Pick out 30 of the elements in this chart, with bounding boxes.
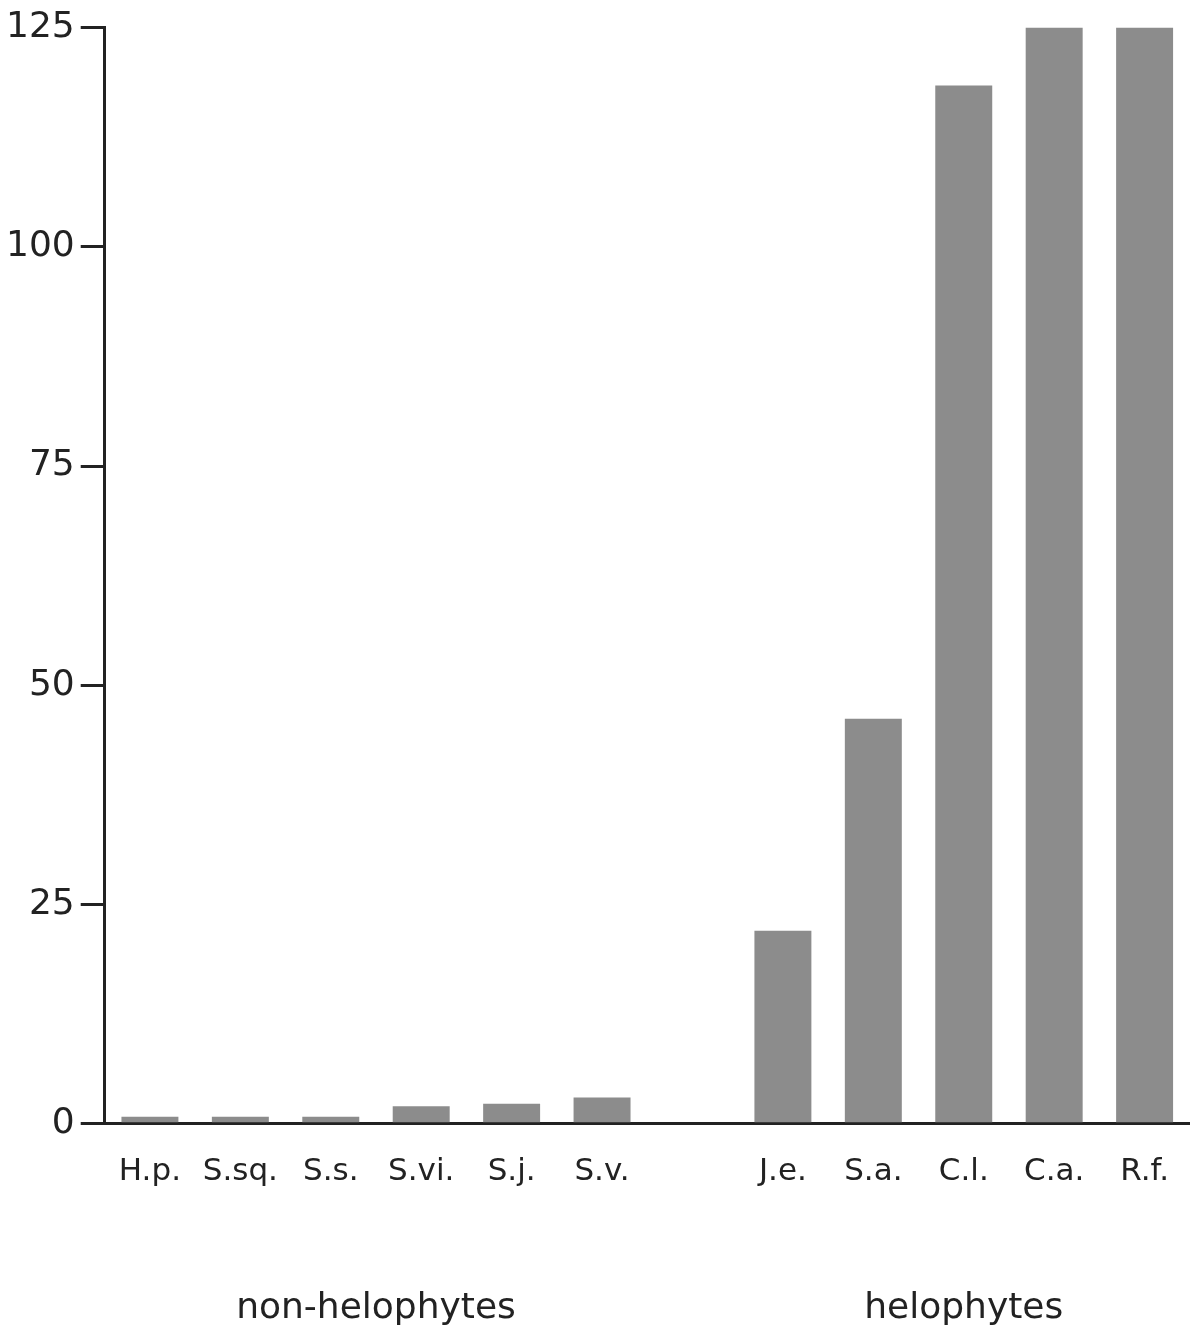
bar bbox=[573, 1097, 631, 1123]
bar bbox=[121, 1116, 179, 1123]
x-tick-label: R.f. bbox=[1120, 1151, 1170, 1188]
x-tick-label: C.a. bbox=[1023, 1151, 1085, 1188]
x-tick-label: S.a. bbox=[844, 1151, 903, 1188]
bar bbox=[844, 718, 902, 1123]
y-tick-label: 0 bbox=[51, 1100, 75, 1142]
x-tick-label: S.s. bbox=[303, 1151, 359, 1188]
bar bbox=[302, 1116, 360, 1123]
bar bbox=[392, 1106, 450, 1123]
y-tick-label: 50 bbox=[28, 661, 75, 703]
bar bbox=[211, 1116, 269, 1123]
y-tick-label: 125 bbox=[5, 3, 75, 45]
x-tick-label: C.l. bbox=[938, 1151, 989, 1188]
x-tick-label: S.sq. bbox=[202, 1151, 278, 1188]
x-tick-label: S.vi. bbox=[388, 1151, 455, 1188]
bar bbox=[1116, 27, 1174, 1123]
text: non-helophytes bbox=[236, 1285, 516, 1326]
y-tick-label: 100 bbox=[5, 223, 75, 265]
bar bbox=[935, 85, 993, 1123]
bar bbox=[483, 1103, 541, 1123]
y-tick-label: 25 bbox=[28, 880, 75, 922]
y-tick-label: 75 bbox=[28, 442, 75, 484]
text: helophytes bbox=[864, 1285, 1064, 1326]
x-tick-label: H.p. bbox=[118, 1151, 181, 1188]
x-tick-label: S.j. bbox=[487, 1151, 536, 1188]
x-tick-label: J.e. bbox=[756, 1151, 807, 1188]
x-tick-label: S.v. bbox=[574, 1151, 630, 1188]
bar bbox=[754, 930, 812, 1123]
bar bbox=[1025, 27, 1083, 1123]
